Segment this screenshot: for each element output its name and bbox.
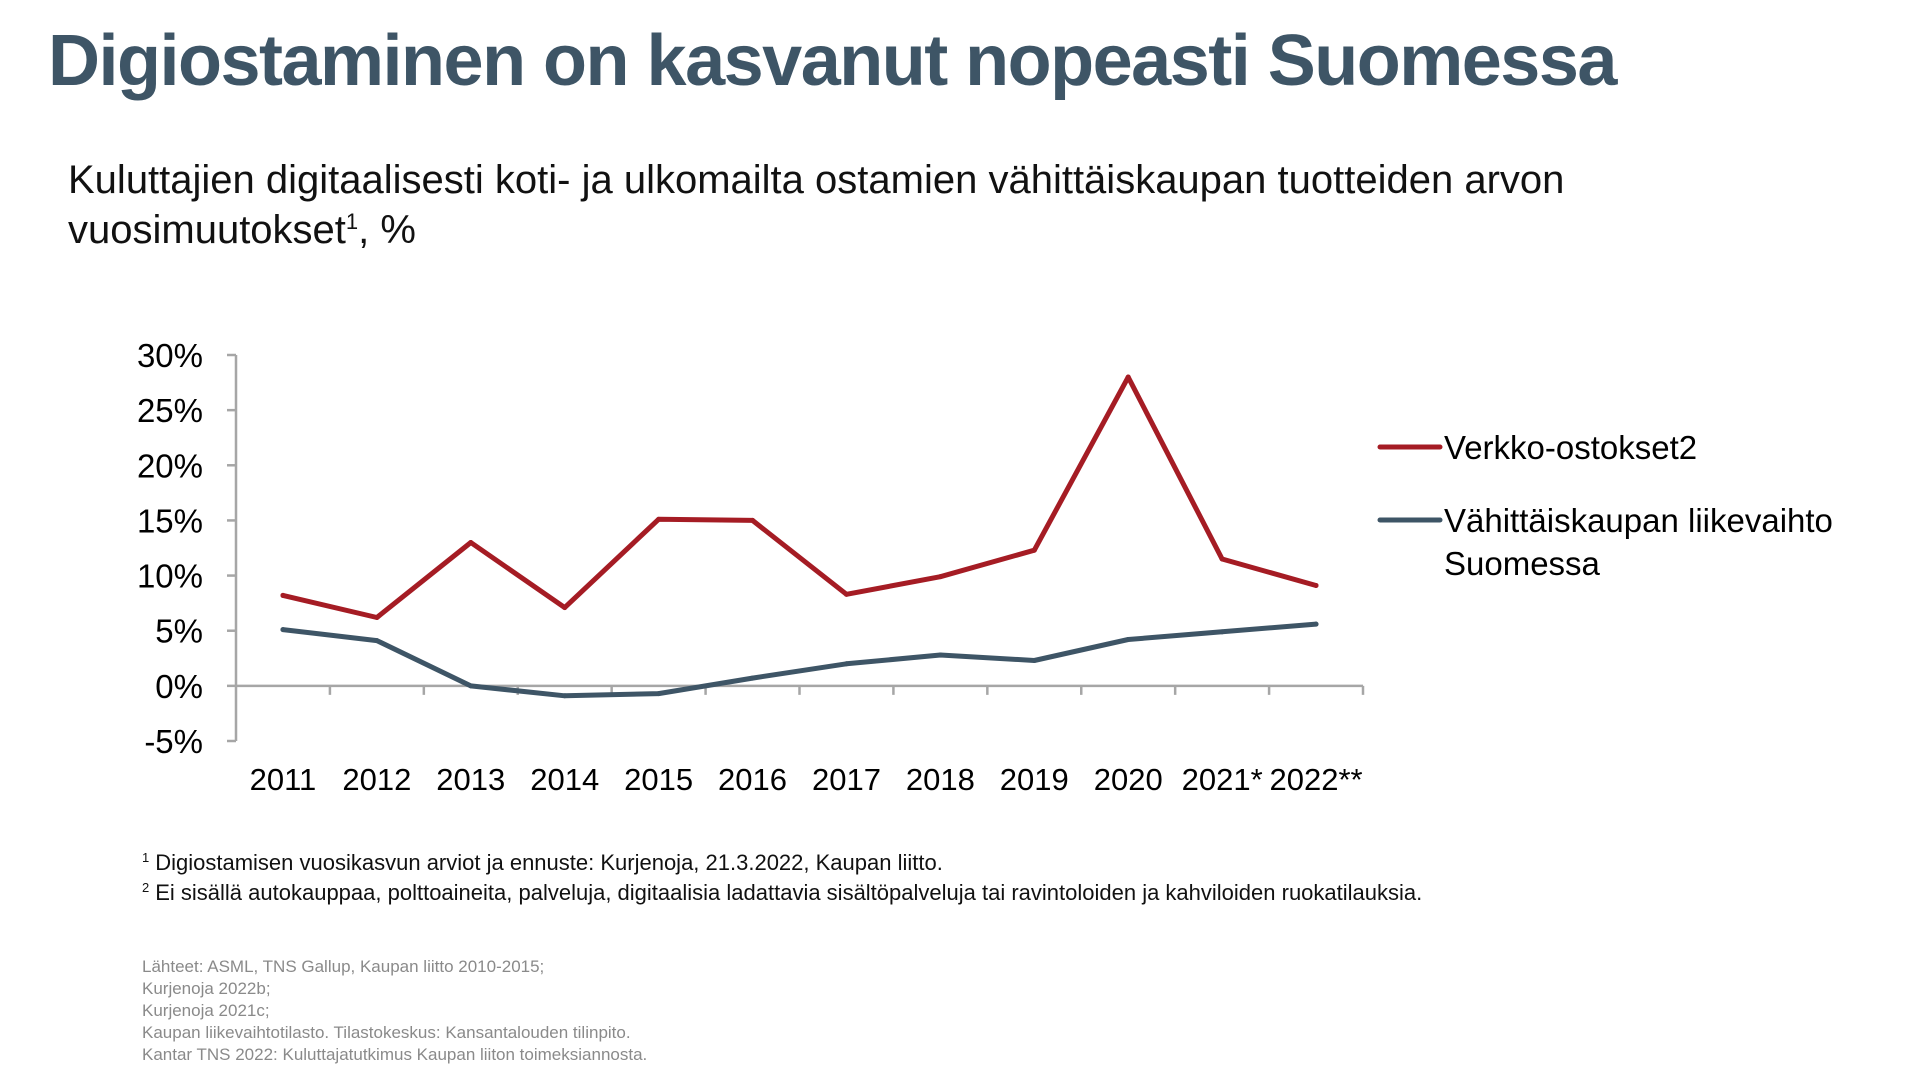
x-tick-label: 2012 [342,762,411,797]
data-point [843,591,849,597]
page-title: Digiostaminen on kasvanut nopeasti Suome… [48,21,1617,101]
x-tick-label: 2013 [436,762,505,797]
data-point [1313,621,1319,627]
data-point [374,614,380,620]
y-tick-label: 25% [137,392,203,429]
y-tick-label: 5% [155,613,203,650]
data-point [843,661,849,667]
source-line: Kurjenoja 2022b; [142,979,271,998]
x-tick-label: 2014 [530,762,599,797]
subtitle-footnote-marker: 1 [345,209,359,234]
data-point [1125,637,1131,643]
x-tick-label: 2022** [1269,762,1362,797]
x-tick-label: 2019 [1000,762,1069,797]
subtitle-text: Kuluttajien digitaalisesti koti- ja ulko… [68,158,1565,252]
data-point [562,605,568,611]
footnote-2: 2 Ei sisällä autokauppaa, polttoaineita, … [142,878,1422,908]
legend-label-2: Vähittäiskaupan liikevaihto Suomessa [1444,502,1833,582]
footnote-text: Ei sisällä autokauppaa, polttoaineita, p… [155,880,1423,905]
footnote-text: Digiostamisen vuosikasvun arviot ja ennu… [155,850,943,875]
data-point [1031,547,1037,553]
data-point [468,539,474,545]
chart-subtitle: Kuluttajien digitaalisesti koti- ja ulko… [68,155,1708,255]
data-point [1031,657,1037,663]
footnote-marker: 2 [142,880,150,895]
data-point [656,691,662,697]
source-line: Lähteet: ASML, TNS Gallup, Kaupan liitto… [142,957,545,976]
x-tick-label: 2017 [812,762,881,797]
footnotes: 1 Digiostamisen vuosikasvun arviot ja enn… [142,848,1422,908]
x-tick-label: 2018 [906,762,975,797]
legend-label-1: Verkko-ostokset2 [1444,429,1697,466]
x-tick-label: 2020 [1094,762,1163,797]
data-point [937,574,943,580]
data-point [656,516,662,522]
series-line-2 [280,621,1319,699]
data-point [1313,582,1319,588]
source-line: Kaupan liikevaihtotilasto. Tilastokeskus… [142,1023,631,1042]
data-point [1125,374,1131,380]
series-line-1 [280,374,1319,620]
data-point [1219,556,1225,562]
source-line: Kantar TNS 2022: Kuluttajatutkimus Kaupa… [142,1045,648,1064]
data-point [374,638,380,644]
y-tick-label: -5% [144,723,203,760]
x-tick-label: 2015 [624,762,693,797]
subtitle-suffix: , % [358,208,416,252]
data-point [468,683,474,689]
y-tick-label: 20% [137,447,203,484]
data-point [937,652,943,658]
sources: Lähteet: ASML, TNS Gallup, Kaupan liitto… [142,956,647,1066]
data-point [1219,629,1225,635]
y-tick-label: 30% [137,337,203,374]
footnote-1: 1 Digiostamisen vuosikasvun arviot ja enn… [142,848,1422,878]
x-tick-label: 2016 [718,762,787,797]
footnote-marker: 1 [142,850,150,865]
data-point [280,627,286,633]
data-point [750,517,756,523]
y-tick-label: 15% [137,502,203,539]
x-tick-label: 2021* [1182,762,1263,797]
data-point [562,693,568,699]
y-tick-label: 0% [155,668,203,705]
data-point [750,675,756,681]
y-tick-label: 10% [137,558,203,595]
data-point [280,592,286,598]
source-line: Kurjenoja 2021c; [142,1001,270,1020]
x-tick-label: 2011 [250,762,317,797]
